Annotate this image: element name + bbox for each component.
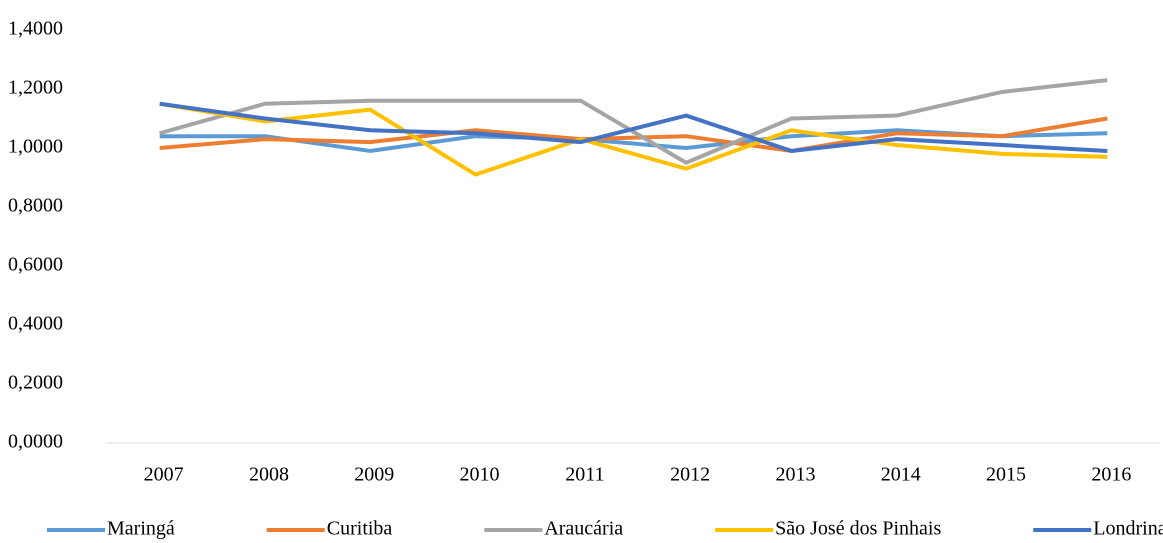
x-tick-label: 2010: [460, 464, 500, 486]
x-tick-label: 2012: [670, 464, 710, 486]
y-tick-label: 0,2000: [8, 372, 63, 394]
x-tick-label: 2007: [144, 464, 184, 486]
y-tick-label: 0,4000: [8, 313, 63, 335]
x-tick-label: 2011: [565, 464, 604, 486]
series-line: [159, 101, 1108, 153]
y-tick-label: 0,6000: [8, 254, 63, 276]
series-line: [159, 78, 1108, 165]
legend-label: Maringá: [107, 518, 175, 540]
x-tick-label: 2014: [881, 464, 921, 486]
series-line: [159, 101, 1108, 177]
x-tick-label: 2015: [986, 464, 1026, 486]
legend-label: São José dos Pinhais: [775, 518, 941, 540]
y-tick-label: 0,0000: [8, 431, 63, 453]
series-line: [159, 116, 1108, 153]
x-tick-label: 2009: [354, 464, 394, 486]
y-tick-label: 1,0000: [8, 136, 63, 158]
x-tick-label: 2013: [775, 464, 815, 486]
x-tick-label: 2016: [1091, 464, 1131, 486]
y-tick-label: 1,2000: [8, 77, 63, 99]
y-tick-label: 1,4000: [8, 18, 63, 40]
y-tick-label: 0,8000: [8, 195, 63, 217]
legend-label: Araucária: [544, 518, 623, 540]
legend-label: Curitiba: [327, 518, 393, 540]
legend-label: Londrina: [1093, 518, 1163, 540]
x-tick-label: 2008: [249, 464, 289, 486]
